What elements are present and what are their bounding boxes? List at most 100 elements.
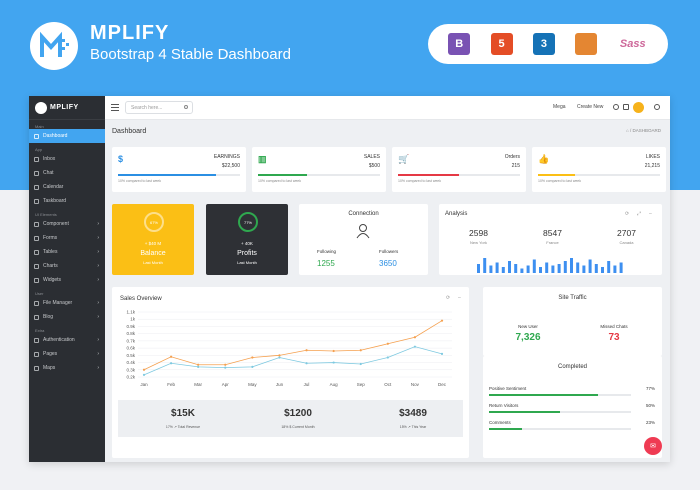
sidebar-item-file-manager[interactable]: File Manager ›: [29, 296, 105, 310]
connection-card: Connection Following 1255 Followers 3650: [299, 204, 428, 275]
sidebar-item-chat[interactable]: Chat: [29, 166, 105, 180]
series-point[interactable]: [440, 319, 444, 322]
stat-note: 10% compared to last week: [258, 179, 301, 183]
series-point[interactable]: [251, 365, 254, 368]
stat-value: 21,215: [644, 163, 660, 169]
series-point[interactable]: [413, 336, 417, 339]
create-new-link[interactable]: Create New: [577, 104, 604, 110]
search-placeholder: Search here...: [131, 105, 163, 111]
followers-value: 3650: [379, 259, 397, 268]
series-point[interactable]: [278, 354, 281, 357]
sidebar-item-component[interactable]: Component ›: [29, 217, 105, 231]
dashboard-frame: MPLIFY Main Dashboard App Inbox Chat Calendar…: [29, 96, 670, 462]
series-point[interactable]: [305, 362, 308, 365]
hero-subtitle: Bootstrap 4 Stable Dashboard: [90, 46, 291, 63]
sidebar-item-taskboard[interactable]: Taskboard: [29, 194, 105, 208]
x-tick-label: Dec: [438, 382, 447, 387]
analysis-bar: [551, 265, 555, 273]
series-point[interactable]: [359, 362, 362, 366]
chevron-right-icon: ›: [97, 337, 99, 343]
following-value: 1255: [317, 259, 335, 268]
flag-icon[interactable]: [623, 104, 629, 110]
tech-badges: B 5 3 Sass: [428, 24, 668, 64]
settings-gear-icon[interactable]: [654, 104, 660, 110]
x-tick-label: Apr: [222, 382, 230, 387]
breadcrumb[interactable]: ⌂ / DASHBOARD: [626, 128, 661, 133]
analysis-bar: [526, 265, 530, 273]
analysis-bar: [483, 258, 487, 273]
analysis-bar: [477, 264, 480, 273]
analysis-bar: [514, 264, 518, 273]
stat-note: 10% compared to last week: [398, 179, 441, 183]
sidebar-item-label: Blog: [43, 314, 54, 320]
series-point[interactable]: [278, 356, 281, 359]
refresh-icon[interactable]: ⟳: [625, 211, 630, 217]
sidebar-item-calendar[interactable]: Calendar: [29, 180, 105, 194]
series-point[interactable]: [413, 345, 417, 348]
maps-icon: [34, 365, 39, 371]
stat-note: 10% compared to last week: [538, 179, 581, 183]
chat-bubble-button[interactable]: ✉: [644, 437, 662, 455]
sass-badge-icon: Sass: [619, 38, 646, 50]
home-icon[interactable]: ⌂: [626, 128, 630, 133]
sidebar-item-charts[interactable]: Charts ›: [29, 259, 105, 273]
analysis-bar: [545, 262, 549, 273]
series-point[interactable]: [197, 363, 200, 366]
series-point[interactable]: [169, 355, 173, 358]
inbox-icon: [34, 156, 39, 162]
series-point[interactable]: [386, 356, 389, 359]
sidebar-item-blog[interactable]: Blog ›: [29, 310, 105, 324]
series-point[interactable]: [169, 362, 173, 365]
series-point[interactable]: [386, 342, 389, 345]
sales-line-chart: 1.1k 1k 0.9k 0.8k 0.7k 0.6k 0.5k 0.4k 0.3k 0.2k Ja…: [126, 310, 452, 387]
analysis-bar: [563, 261, 567, 273]
profits-ring-value: 77%: [243, 219, 252, 225]
series-point[interactable]: [224, 363, 227, 366]
component-icon: [34, 221, 39, 227]
widgets-icon: [34, 277, 39, 283]
fullscreen-icon[interactable]: ⤢: [637, 211, 642, 217]
stat-card-likes: 👍 LIKES 21,215 10% compared to last week: [532, 147, 666, 192]
completed-item-value: 77%: [645, 386, 655, 391]
series-point[interactable]: [359, 349, 362, 352]
sidebar-brand[interactable]: MPLIFY: [29, 96, 105, 120]
sidebar-item-dashboard[interactable]: Dashboard: [29, 129, 105, 143]
chevron-right-icon: ›: [97, 221, 99, 227]
search-input[interactable]: Search here...: [125, 101, 193, 114]
profits-amount: + 40K: [241, 241, 253, 246]
series-point[interactable]: [142, 368, 146, 371]
hamburger-menu-icon[interactable]: [111, 104, 119, 111]
analysis-bar: [613, 265, 617, 273]
series-point[interactable]: [197, 365, 200, 368]
series-point[interactable]: [305, 349, 308, 352]
sidebar-item-tables[interactable]: Tables ›: [29, 245, 105, 259]
completed-progress-bar: [489, 411, 631, 413]
series-point[interactable]: [251, 356, 254, 359]
series-point[interactable]: [332, 361, 335, 364]
series-point[interactable]: [224, 366, 227, 369]
series-point[interactable]: [332, 349, 335, 353]
sidebar-item-widgets[interactable]: Widgets ›: [29, 273, 105, 287]
sidebar-item-pages[interactable]: Pages ›: [29, 347, 105, 361]
y-tick-label: 0.8k: [126, 331, 135, 336]
refresh-icon[interactable]: ⟳: [446, 295, 451, 301]
mega-menu-link[interactable]: Mega: [553, 104, 566, 110]
stat-card-earnings: $ EARNINGS $22,500 10% compared to last wee…: [112, 147, 246, 192]
minimize-icon[interactable]: –: [458, 295, 461, 301]
new-user-label: New User: [518, 324, 538, 329]
completed-item-label: Positive Sentiment: [489, 386, 527, 391]
sidebar-item-forms[interactable]: Forms ›: [29, 231, 105, 245]
pages-icon: [34, 351, 39, 357]
search-icon: [184, 105, 188, 109]
notification-bell-icon[interactable]: [613, 104, 619, 110]
avatar[interactable]: [633, 102, 644, 113]
stat-progress-fill: [398, 174, 459, 176]
sidebar-item-authentication[interactable]: Authentication ›: [29, 333, 105, 347]
x-tick-label: Oct: [384, 382, 392, 387]
stat-label: Orders: [504, 154, 520, 160]
series-point[interactable]: [142, 373, 146, 376]
minimize-icon[interactable]: –: [649, 211, 652, 217]
series-point[interactable]: [440, 352, 444, 355]
sidebar-item-maps[interactable]: Maps ›: [29, 361, 105, 375]
sidebar-item-inbox[interactable]: Inbox: [29, 152, 105, 166]
